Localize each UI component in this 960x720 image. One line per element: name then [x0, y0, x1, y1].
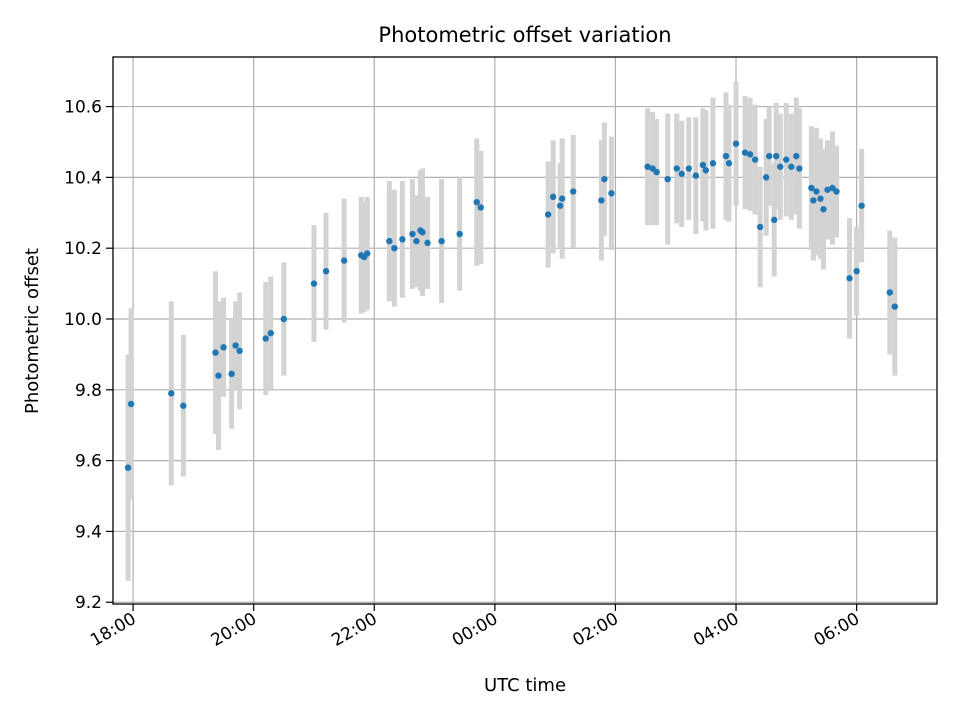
data-point [438, 237, 445, 245]
data-point [702, 167, 710, 174]
data-point [220, 344, 227, 351]
data-point [608, 190, 615, 197]
data-point [709, 160, 717, 167]
data-point [722, 152, 730, 160]
data-point [756, 223, 764, 231]
data-point [456, 230, 463, 238]
data-point [751, 156, 759, 163]
data-point [267, 329, 274, 337]
data-point [644, 163, 651, 170]
data-point [699, 161, 707, 169]
data-points [124, 140, 898, 471]
data-point [773, 152, 780, 160]
data-point [817, 195, 824, 202]
plot-frame [112, 56, 938, 605]
data-point [858, 202, 865, 209]
data-point [212, 349, 219, 356]
data-point [601, 175, 608, 183]
data-point [180, 402, 187, 409]
data-point [813, 188, 820, 195]
data-point [409, 230, 416, 238]
data-point [796, 165, 803, 172]
data-point [399, 236, 406, 243]
data-point [127, 400, 135, 408]
data-point [419, 229, 426, 236]
data-point [280, 315, 288, 323]
data-point [549, 193, 557, 201]
data-point [808, 184, 815, 192]
y-tick-label: 10.2 [64, 239, 102, 259]
data-point [891, 303, 898, 310]
y-tick-label: 9.6 [75, 452, 102, 472]
y-axis: 9.2 9.4 9.6 9.8 10.0 10.2 10.4 10.6 [64, 98, 113, 613]
data-point [846, 275, 853, 282]
data-point [762, 174, 770, 181]
data-point [853, 267, 860, 275]
data-point [215, 372, 222, 379]
data-point [653, 168, 660, 176]
x-tick-label: 04:00 [690, 609, 742, 651]
y-tick-label: 9.4 [75, 522, 102, 542]
data-point [746, 151, 754, 158]
error-bars [125, 81, 898, 581]
data-point [322, 267, 330, 275]
x-tick-label: 22:00 [328, 609, 380, 651]
data-point [777, 163, 784, 170]
data-point [168, 390, 175, 397]
y-tick-label: 10.4 [64, 168, 102, 188]
data-point [558, 195, 566, 202]
data-point [685, 165, 692, 172]
data-point [833, 188, 840, 195]
data-point [262, 335, 269, 342]
data-point [673, 165, 680, 172]
data-point [544, 211, 552, 218]
y-tick-label: 10.6 [64, 98, 102, 118]
data-point [124, 464, 132, 471]
data-point [793, 152, 800, 160]
data-point [424, 239, 431, 247]
y-axis-label: Photometric offset [22, 248, 43, 414]
data-point [678, 170, 685, 178]
data-point [310, 280, 318, 287]
data-point [886, 289, 893, 296]
data-point [824, 186, 831, 193]
data-point [556, 202, 564, 209]
data-point [570, 188, 577, 195]
data-point [473, 198, 480, 206]
data-point [232, 342, 239, 349]
data-point [725, 160, 733, 167]
x-tick-label: 18:00 [87, 609, 139, 651]
x-tick-label: 00:00 [449, 609, 501, 651]
data-point [364, 250, 371, 257]
x-axis: 18:00 20:00 22:00 00:00 02:00 04:00 06:00 [87, 604, 863, 651]
chart-title: Photometric offset variation [378, 23, 671, 47]
data-point [228, 370, 235, 378]
data-point [664, 175, 671, 183]
data-point [386, 237, 393, 245]
data-point [340, 257, 348, 264]
x-tick-label: 06:00 [811, 609, 863, 651]
data-point [236, 347, 243, 355]
data-point [820, 206, 827, 213]
x-tick-label: 02:00 [570, 609, 622, 651]
data-point [692, 172, 700, 179]
data-point [810, 197, 817, 204]
x-tick-label: 20:00 [208, 609, 260, 651]
data-point [732, 140, 740, 147]
data-point [477, 204, 484, 211]
y-tick-label: 9.8 [75, 381, 102, 401]
data-point [783, 156, 790, 163]
data-point [771, 216, 778, 224]
data-point [598, 197, 605, 204]
y-tick-label: 9.2 [75, 593, 102, 613]
y-tick-label: 10.0 [64, 310, 102, 330]
data-point [765, 152, 773, 160]
data-point [413, 237, 420, 245]
data-point [391, 244, 398, 252]
data-point [741, 149, 749, 156]
data-point [788, 163, 795, 170]
x-axis-label: UTC time [484, 675, 566, 696]
